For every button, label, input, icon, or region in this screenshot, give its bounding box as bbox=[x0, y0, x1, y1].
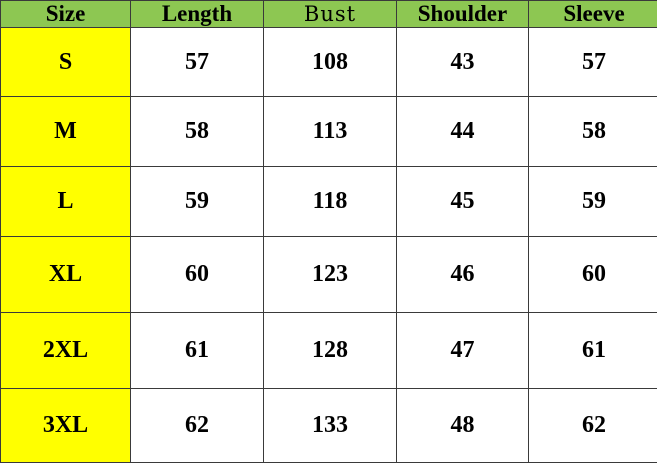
measurement-cell: 57 bbox=[131, 28, 264, 97]
header-length: Length bbox=[131, 1, 264, 28]
size-cell: 3XL bbox=[1, 389, 131, 463]
measurement-cell: 128 bbox=[264, 313, 397, 389]
size-cell: L bbox=[1, 167, 131, 237]
header-shoulder: Shoulder bbox=[397, 1, 529, 28]
measurement-cell: 58 bbox=[529, 97, 657, 167]
measurement-cell: 133 bbox=[264, 389, 397, 463]
measurement-cell: 61 bbox=[131, 313, 264, 389]
measurement-cell: 62 bbox=[131, 389, 264, 463]
measurement-cell: 61 bbox=[529, 313, 657, 389]
measurement-cell: 57 bbox=[529, 28, 657, 97]
measurement-cell: 58 bbox=[131, 97, 264, 167]
measurement-cell: 118 bbox=[264, 167, 397, 237]
measurement-cell: 46 bbox=[397, 237, 529, 313]
header-size: Size bbox=[1, 1, 131, 28]
measurement-cell: 45 bbox=[397, 167, 529, 237]
measurement-cell: 60 bbox=[131, 237, 264, 313]
header-row: Size Length Bust Shoulder Sleeve bbox=[1, 1, 657, 28]
measurement-cell: 113 bbox=[264, 97, 397, 167]
size-cell: 2XL bbox=[1, 313, 131, 389]
measurement-cell: 123 bbox=[264, 237, 397, 313]
measurement-cell: 48 bbox=[397, 389, 529, 463]
measurement-cell: 44 bbox=[397, 97, 529, 167]
measurement-cell: 43 bbox=[397, 28, 529, 97]
measurement-cell: 59 bbox=[529, 167, 657, 237]
header-sleeve: Sleeve bbox=[529, 1, 657, 28]
size-cell: S bbox=[1, 28, 131, 97]
measurement-cell: 47 bbox=[397, 313, 529, 389]
header-bust: Bust bbox=[264, 1, 397, 28]
measurement-cell: 62 bbox=[529, 389, 657, 463]
measurement-cell: 60 bbox=[529, 237, 657, 313]
measurement-cell: 108 bbox=[264, 28, 397, 97]
measurement-cell: 59 bbox=[131, 167, 264, 237]
size-cell: XL bbox=[1, 237, 131, 313]
size-cell: M bbox=[1, 97, 131, 167]
